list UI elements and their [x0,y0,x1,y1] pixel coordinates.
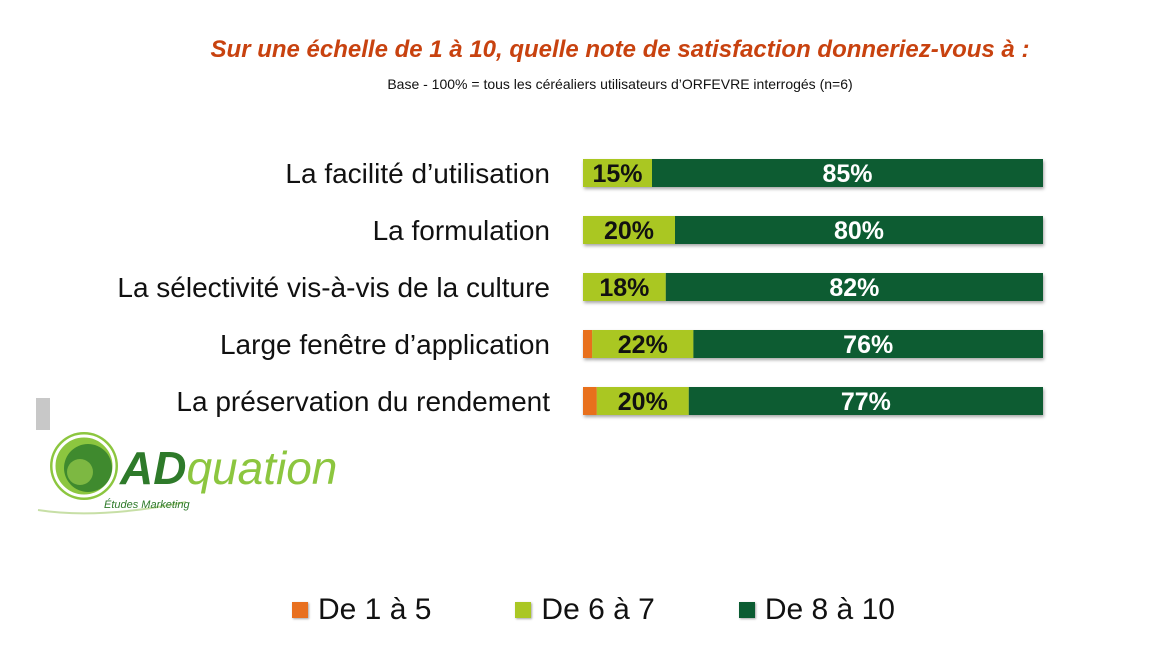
bar-row [583,159,1043,187]
bar-segment-de-6-a-7 [583,216,675,244]
data-label: 82% [829,274,879,302]
bar-segment-de-8-a-10 [675,216,1043,244]
logo-ring [52,434,116,498]
adquation-logo: ADquation Études Marketing [36,398,356,518]
data-label: 85% [822,160,872,188]
data-label: 77% [841,388,891,416]
legend-swatch [292,602,308,618]
chart-legend: De 1 à 5 De 6 à 7 De 8 à 10 [292,590,895,630]
category-label: La sélectivité vis-à-vis de la culture [117,272,550,303]
category-label: La préservation du rendement [176,386,550,417]
bar-row [583,273,1043,301]
legend-label: De 6 à 7 [541,593,655,626]
legend-item-de-8-a-10: De 8 à 10 [738,593,895,627]
bar-segment-de-1-a-5 [583,330,593,358]
data-label: 20% [604,217,654,245]
bar-segment-de-8-a-10 [665,273,1043,301]
data-label: 15% [592,160,642,188]
chart-title: Sur une échelle de 1 à 10, quelle note d… [210,36,1030,63]
data-label: 20% [618,388,668,416]
logo-wordmark: ADquation [119,442,337,494]
bar-segment-de-6-a-7 [592,330,694,358]
logo-small-circle [67,459,93,485]
bar-segment-de-8-a-10 [688,387,1043,415]
legend-item-de-1-a-5: De 1 à 5 [292,593,431,627]
logo-swoosh [37,501,187,515]
category-label: La facilité d’utilisation [285,158,550,189]
bar-segment-de-8-a-10 [693,330,1043,358]
legend-label: De 1 à 5 [318,593,432,626]
bar-row [583,387,1043,415]
category-label: Large fenêtre d’application [220,329,550,360]
bar-row [583,330,1043,358]
data-label: 80% [834,217,884,245]
bar-row [583,216,1043,244]
data-label: 22% [618,331,668,359]
legend-label: De 8 à 10 [764,593,895,626]
bar-segment-de-6-a-7 [583,273,666,301]
bar-segment-de-6-a-7 [596,387,689,415]
logo-gray-bar [36,398,50,430]
logo-graphic: ADquation Études Marketing [36,398,337,515]
category-label: La formulation [373,215,550,246]
bar-segment-de-8-a-10 [652,159,1043,187]
stacked-bar-chart: La facilité d’utilisation La formulation L… [117,158,1043,417]
legend-item-de-6-a-7: De 6 à 7 [515,593,655,627]
legend-swatch [738,602,755,618]
data-label: 18% [599,274,649,302]
chart-subtitle: Base - 100% = tous les céréaliers utilis… [387,76,853,92]
bar-segment-de-6-a-7 [583,159,652,187]
data-label: 76% [843,331,893,359]
bar-segment-de-1-a-5 [583,387,597,415]
legend-swatch [515,602,532,618]
logo-tagline: Études Marketing [104,498,190,511]
